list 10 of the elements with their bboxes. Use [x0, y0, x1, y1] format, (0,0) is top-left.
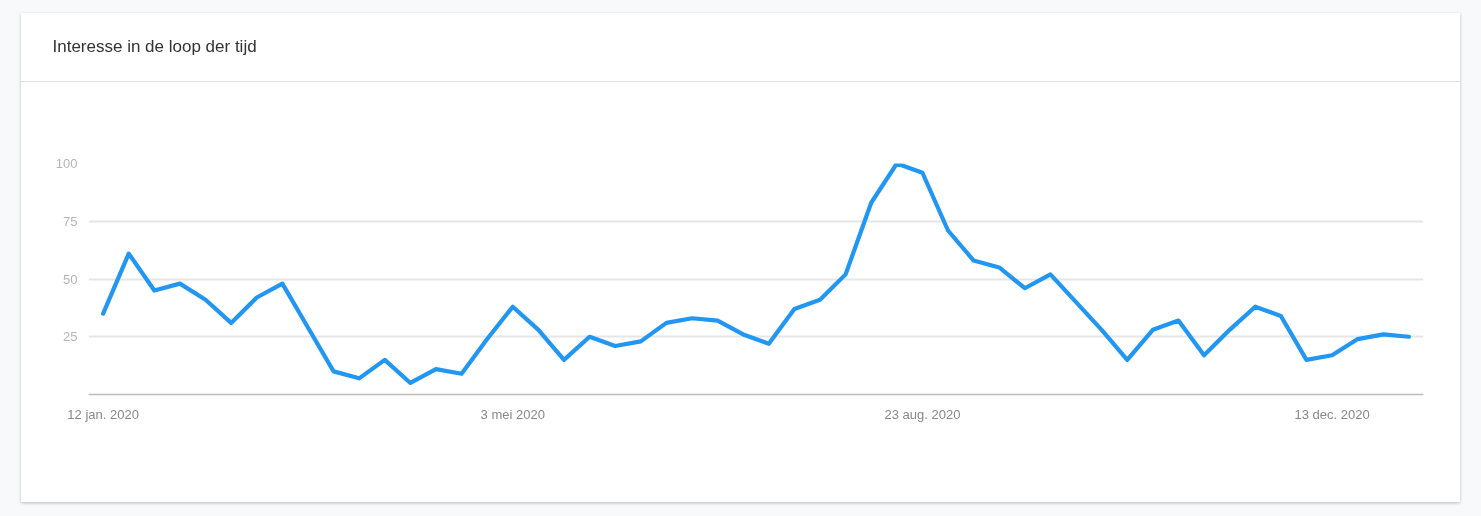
x-tick-label: 13 dec. 2020: [1294, 406, 1370, 422]
x-tick-label: 23 aug. 2020: [884, 406, 961, 422]
x-tick-label: 12 jan. 2020: [67, 406, 139, 422]
y-tick-label: 50: [63, 271, 78, 287]
x-tick-label: 3 mei 2020: [480, 406, 545, 422]
chart-title: Interesse in de loop der tijd: [52, 36, 257, 56]
line-series: [101, 163, 1411, 386]
y-tick-label: 25: [63, 329, 78, 345]
y-tick-label: 100: [55, 156, 78, 171]
y-tick-label: 75: [63, 213, 78, 229]
